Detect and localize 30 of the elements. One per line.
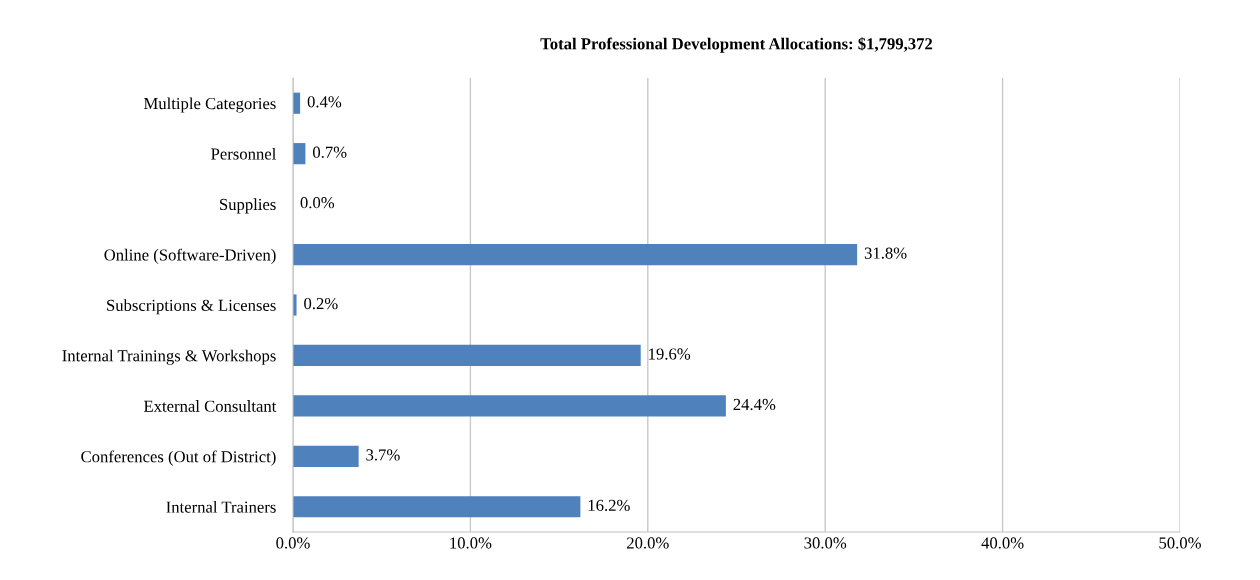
y-tick-label: External Consultant <box>143 400 277 412</box>
bar <box>293 496 581 518</box>
y-tick-label: Supplies <box>220 198 276 214</box>
data-label: 16.2% <box>588 499 630 512</box>
y-tick-label: Subscriptions & Licenses <box>107 299 276 315</box>
y-tick-label: Personnel <box>211 147 276 160</box>
data-label: 24.4% <box>733 398 776 411</box>
data-label: 0.4% <box>307 96 342 108</box>
y-tick-label: Internal Trainers <box>166 501 276 513</box>
bar <box>293 243 858 266</box>
x-tick-label: 10.0% <box>450 537 492 549</box>
y-tick-label: Multiple Categories <box>143 97 276 113</box>
data-label: 19.6% <box>649 348 691 360</box>
data-label: 3.7% <box>366 449 400 461</box>
x-tick-label: 0.0% <box>276 537 310 549</box>
bar <box>293 445 359 467</box>
x-tick-label: 30.0% <box>804 537 847 549</box>
bar <box>293 395 726 417</box>
x-tick-label: 40.0% <box>981 537 1024 549</box>
bar <box>293 344 641 367</box>
data-label: 0.0% <box>300 197 335 209</box>
chart-title: Total Professional Development Allocations: $1,799,372 <box>540 37 933 53</box>
y-tick-label: Online (Software-Driven) <box>104 248 276 264</box>
x-tick-label: 50.0% <box>1159 537 1201 549</box>
data-label: 31.8% <box>864 247 907 259</box>
data-label: 0.7% <box>313 146 347 158</box>
y-tick-label: Internal Trainings & Workshops <box>62 349 276 365</box>
x-tick-label: 20.0% <box>627 537 669 549</box>
data-label: 0.2% <box>304 297 338 310</box>
y-tick-label: Conferences (Out of District) <box>81 450 276 466</box>
